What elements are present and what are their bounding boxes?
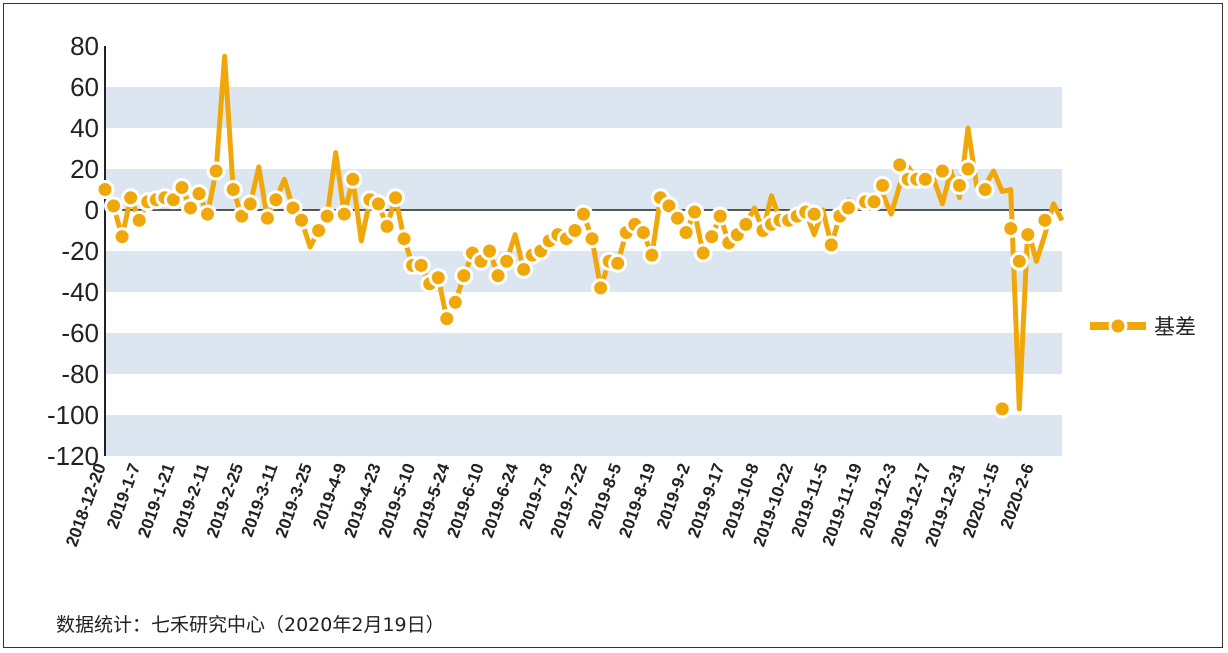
data-point-marker xyxy=(343,169,363,189)
series-markers xyxy=(95,155,1055,419)
data-point-marker xyxy=(975,180,995,199)
data-point-marker xyxy=(608,253,628,273)
data-point-marker xyxy=(180,198,200,218)
data-point-marker xyxy=(172,177,192,197)
data-point-marker xyxy=(121,188,141,208)
data-point-marker xyxy=(1035,210,1055,230)
data-point-marker xyxy=(992,399,1012,419)
data-point-marker xyxy=(1009,251,1029,271)
y-tick-labels: 80 60 40 20 0 -20 -40 -60 -80 -100 -120 xyxy=(47,31,99,471)
data-point-marker xyxy=(736,214,756,234)
data-point-marker xyxy=(454,266,474,286)
data-point-marker xyxy=(240,194,260,214)
data-point-marker xyxy=(804,204,824,224)
legend-marker-swatch xyxy=(1108,316,1128,336)
data-point-marker xyxy=(710,206,730,226)
data-point-marker xyxy=(890,155,910,175)
y-tick-label: -120 xyxy=(47,441,99,471)
y-tick-label: 80 xyxy=(70,31,99,61)
data-point-marker xyxy=(514,259,534,279)
data-point-marker xyxy=(411,255,431,275)
data-point-marker xyxy=(685,202,705,222)
data-point-marker xyxy=(206,161,226,181)
data-point-marker xyxy=(189,184,209,204)
x-tick-labels: 2018-12-202019-1-72019-1-212019-2-112019… xyxy=(62,460,1038,549)
data-point-marker xyxy=(257,208,277,228)
data-point-marker xyxy=(394,229,414,249)
y-tick-label: -80 xyxy=(61,359,99,389)
data-point-marker xyxy=(445,292,465,312)
data-point-marker xyxy=(437,309,457,329)
data-point-marker xyxy=(958,159,978,179)
y-tick-label: 40 xyxy=(70,113,99,143)
data-point-marker xyxy=(480,241,500,261)
y-tick-label: -20 xyxy=(61,236,99,266)
data-point-marker xyxy=(317,206,337,226)
grid-band xyxy=(105,333,1062,374)
data-point-marker xyxy=(112,227,132,247)
data-point-marker xyxy=(266,190,286,210)
source-note: 数据统计：七禾研究中心（2020年2月19日） xyxy=(56,614,445,636)
data-point-marker xyxy=(488,266,508,286)
data-point-marker xyxy=(198,204,218,224)
y-tick-label: -100 xyxy=(47,400,99,430)
data-point-marker xyxy=(292,210,312,230)
chart-frame: 80 60 40 20 0 -20 -40 -60 -80 -100 -120 2018-12-20… xyxy=(3,3,1223,648)
grid-bands xyxy=(105,87,1062,456)
data-point-marker xyxy=(838,198,858,218)
data-point-marker xyxy=(642,245,662,265)
data-point-marker xyxy=(334,204,354,224)
data-point-marker xyxy=(574,204,593,224)
legend: 基差 xyxy=(1090,316,1196,339)
y-tick-label: -60 xyxy=(61,318,99,348)
data-point-marker xyxy=(309,221,329,240)
y-tick-label: -40 xyxy=(61,277,99,307)
data-point-marker xyxy=(223,180,243,199)
data-point-marker xyxy=(949,175,969,195)
data-point-marker xyxy=(693,243,713,263)
data-point-marker xyxy=(676,223,696,243)
data-point-marker xyxy=(386,188,406,208)
grid-band xyxy=(105,415,1062,456)
data-point-marker xyxy=(864,192,884,212)
data-point-marker xyxy=(667,208,687,228)
data-point-marker xyxy=(1018,225,1038,245)
data-point-marker xyxy=(582,229,602,249)
data-point-marker xyxy=(1001,218,1021,238)
data-point-marker xyxy=(821,235,841,255)
data-point-marker xyxy=(368,194,388,214)
grid-band xyxy=(105,251,1062,292)
basis-line-chart: 80 60 40 20 0 -20 -40 -60 -80 -100 -120 2018-12-20… xyxy=(47,31,1196,549)
data-point-marker xyxy=(497,251,517,271)
data-point-marker xyxy=(915,169,935,189)
data-point-marker xyxy=(591,278,611,298)
data-point-marker xyxy=(565,221,585,240)
grid-band xyxy=(105,87,1062,128)
legend-label: 基差 xyxy=(1154,316,1196,339)
data-point-marker xyxy=(95,180,115,199)
y-tick-label: 60 xyxy=(70,72,99,102)
x-tick-label: 2018-12-20 xyxy=(62,461,110,549)
data-point-marker xyxy=(377,216,397,236)
data-point-marker xyxy=(873,175,893,195)
data-point-marker xyxy=(633,223,653,243)
data-point-marker xyxy=(702,227,722,247)
data-point-marker xyxy=(129,210,149,230)
data-point-marker xyxy=(104,196,124,216)
y-tick-label: 0 xyxy=(85,195,99,225)
x-tick-label: 2020-2-6 xyxy=(997,461,1038,531)
y-tick-label: 20 xyxy=(70,154,99,184)
data-point-marker xyxy=(932,161,952,181)
data-point-marker xyxy=(428,268,448,288)
